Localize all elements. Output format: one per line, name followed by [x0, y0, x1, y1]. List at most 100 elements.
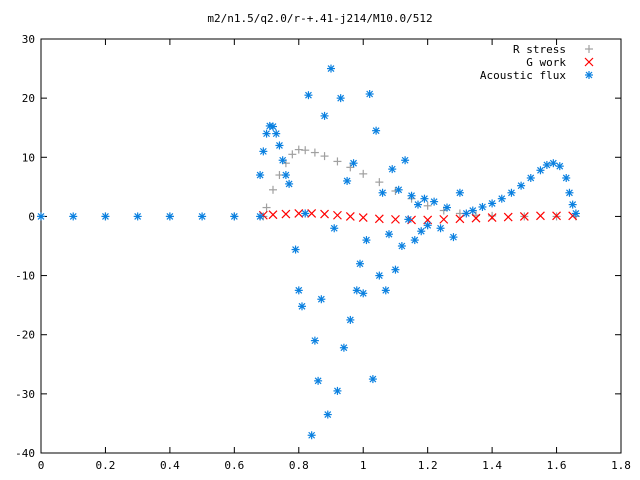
data-point: [542, 160, 551, 169]
data-point: [388, 165, 397, 174]
data-point: [375, 178, 384, 187]
data-point: [301, 146, 310, 155]
data-point: [268, 210, 278, 220]
data-point: [345, 212, 355, 221]
data-point: [339, 343, 348, 352]
data-point: [37, 212, 45, 221]
legend-marker: [584, 57, 594, 67]
data-point: [358, 213, 368, 223]
y-tick-label: -30: [15, 388, 35, 401]
data-point: [346, 315, 355, 324]
data-point: [526, 173, 535, 182]
data-point: [359, 169, 368, 178]
data-point: [420, 194, 429, 203]
x-tick-label: 0.2: [96, 459, 116, 472]
x-tick-label: 0.8: [289, 459, 309, 472]
data-point: [536, 166, 545, 175]
data-point: [394, 185, 403, 194]
data-point: [471, 213, 481, 223]
data-point: [323, 410, 332, 419]
y-tick-label: -40: [15, 447, 35, 460]
data-point: [391, 214, 400, 224]
data-point: [455, 188, 464, 197]
x-tick-label: 1.6: [547, 459, 567, 472]
data-point: [414, 200, 422, 209]
data-point: [259, 147, 268, 156]
data-point: [391, 265, 400, 274]
data-point: [378, 188, 387, 197]
data-point: [314, 376, 323, 385]
data-marks: [37, 64, 580, 440]
data-point: [503, 212, 513, 222]
legend-marker: [585, 45, 593, 53]
data-point: [307, 431, 316, 440]
data-point: [262, 129, 271, 138]
data-point: [310, 336, 319, 345]
data-point: [407, 191, 416, 200]
data-point: [230, 212, 239, 221]
data-point: [285, 179, 294, 188]
data-point: [333, 157, 342, 166]
data-point: [294, 209, 304, 218]
data-point: [69, 212, 78, 221]
data-point: [269, 185, 277, 194]
data-point: [443, 203, 451, 212]
data-point: [256, 212, 265, 221]
data-point: [571, 209, 580, 218]
plot-frame: [40, 38, 622, 454]
data-point: [462, 209, 471, 218]
x-tick-label: 1.2: [418, 459, 438, 472]
data-point: [269, 122, 277, 131]
data-point: [368, 375, 377, 384]
data-point: [488, 211, 497, 220]
data-point: [356, 259, 364, 268]
data-point: [536, 211, 545, 221]
data-point: [133, 212, 142, 221]
data-point: [417, 227, 426, 236]
data-point: [336, 94, 345, 103]
data-point: [346, 163, 355, 172]
data-point: [256, 171, 265, 180]
data-point: [507, 188, 516, 197]
y-tick-label: 10: [22, 151, 35, 164]
data-point: [349, 159, 358, 168]
series-1: [258, 209, 578, 225]
data-point: [320, 111, 329, 120]
data-point: [275, 141, 284, 150]
series-0: [37, 145, 580, 221]
data-point: [362, 236, 371, 245]
legend-marker: [585, 71, 593, 79]
data-point: [294, 286, 303, 295]
data-point: [439, 214, 449, 224]
data-point: [333, 386, 342, 395]
x-tick-label: 0: [38, 459, 45, 472]
data-point: [478, 202, 487, 211]
data-point: [423, 221, 432, 230]
data-point: [517, 181, 526, 190]
data-point: [301, 209, 310, 218]
series-2: [37, 64, 580, 440]
x-tick-label: 0.4: [160, 459, 180, 472]
data-point: [455, 214, 465, 224]
data-point: [333, 210, 342, 220]
data-point: [317, 295, 326, 304]
data-point: [165, 212, 174, 221]
data-point: [423, 201, 432, 210]
data-point: [320, 209, 329, 219]
data-point: [385, 230, 393, 239]
legend-label: R stress: [513, 43, 566, 56]
y-tick-label: -20: [15, 329, 35, 342]
data-point: [397, 242, 406, 250]
data-point: [436, 224, 445, 233]
y-tick-label: 0: [28, 210, 35, 223]
y-tick-label: -10: [15, 270, 35, 283]
data-point: [307, 209, 317, 218]
data-point: [568, 200, 577, 209]
y-tick-label: 20: [22, 92, 35, 105]
data-point: [330, 224, 339, 233]
data-point: [468, 206, 477, 215]
x-tick-label: 0.6: [224, 459, 244, 472]
data-point: [555, 162, 564, 171]
legend-label: Acoustic flux: [480, 69, 566, 82]
